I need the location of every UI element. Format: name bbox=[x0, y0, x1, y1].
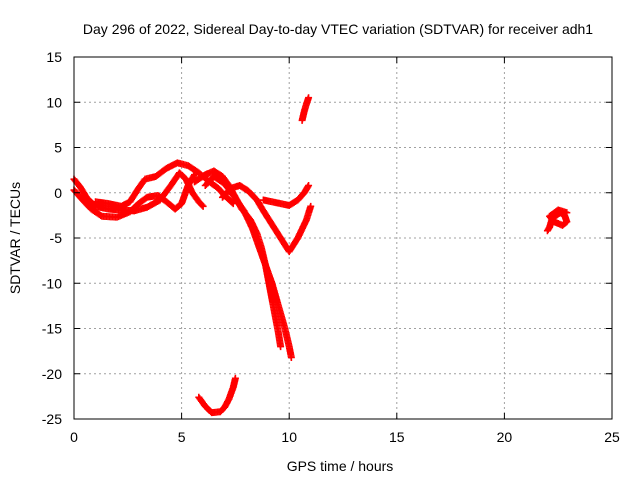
x-tick-label: 0 bbox=[70, 429, 78, 445]
data-point bbox=[305, 94, 313, 102]
series-3 bbox=[92, 159, 237, 210]
series-5 bbox=[201, 172, 295, 361]
x-tick-label: 15 bbox=[389, 429, 405, 445]
series-8 bbox=[298, 94, 313, 124]
data-point bbox=[198, 201, 206, 209]
y-tick-label: -5 bbox=[50, 230, 63, 246]
data-point bbox=[563, 209, 571, 217]
data-point bbox=[287, 353, 295, 361]
series-7 bbox=[259, 182, 313, 209]
data-point bbox=[305, 182, 313, 190]
y-tick-label: -15 bbox=[42, 321, 62, 337]
data-point bbox=[190, 172, 198, 180]
series-9 bbox=[195, 374, 239, 417]
data-point bbox=[277, 343, 285, 351]
data-point bbox=[199, 202, 207, 210]
x-tick-label: 10 bbox=[281, 429, 297, 445]
data-point bbox=[307, 202, 315, 210]
y-axis-label: SDTVAR / TECUs bbox=[7, 182, 23, 294]
chart-title: Day 296 of 2022, Sidereal Day-to-day VTE… bbox=[83, 21, 593, 37]
y-tick-label: -25 bbox=[42, 411, 62, 427]
y-tick-label: 15 bbox=[46, 49, 62, 65]
y-tick-label: -10 bbox=[42, 275, 62, 291]
grid-layer bbox=[74, 57, 612, 419]
series-6 bbox=[218, 182, 315, 256]
x-tick-label: 5 bbox=[178, 429, 186, 445]
x-tick-label: 20 bbox=[497, 429, 513, 445]
ticks-layer: 0 5 10 15 20 25 -25 -20 -15 -10 -5 0 5 10 15 bbox=[42, 49, 620, 445]
x-tick-label: 25 bbox=[604, 429, 620, 445]
x-axis-label: GPS time / hours bbox=[287, 458, 394, 474]
data-point bbox=[231, 374, 239, 382]
data-points-layer bbox=[70, 94, 571, 417]
y-tick-label: 0 bbox=[54, 185, 62, 201]
y-tick-label: 10 bbox=[46, 94, 62, 110]
y-tick-label: -20 bbox=[42, 366, 62, 382]
y-tick-label: 5 bbox=[54, 140, 62, 156]
series-4 bbox=[191, 167, 285, 351]
series-10 bbox=[543, 206, 571, 235]
